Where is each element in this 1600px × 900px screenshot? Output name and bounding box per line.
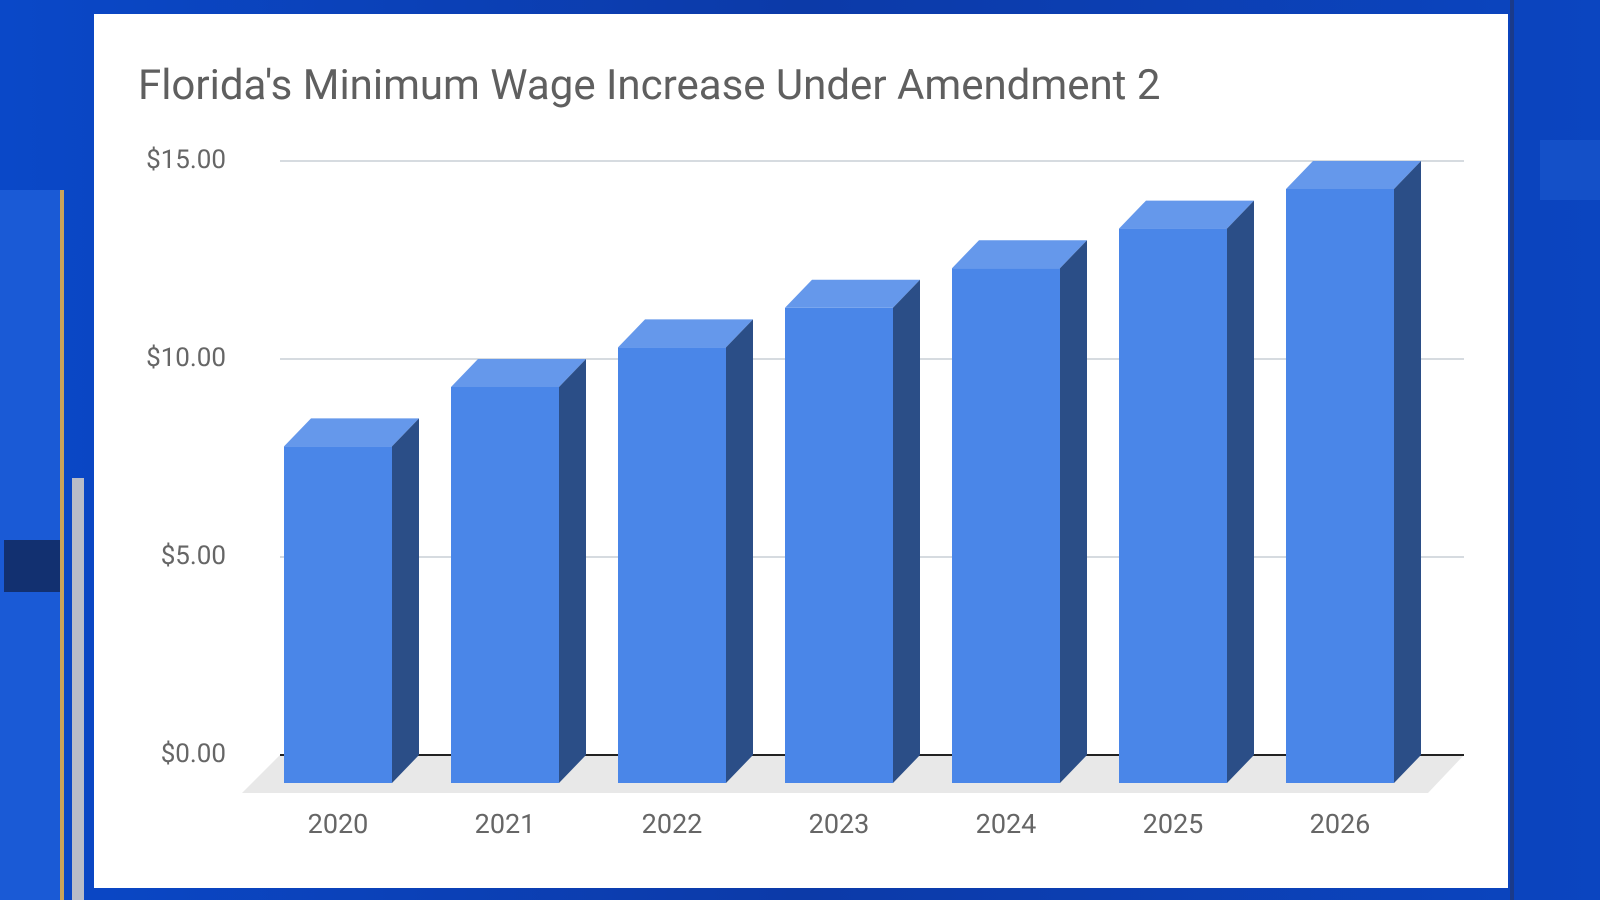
y-tick-label: $0.00 (161, 739, 226, 769)
bar-front (284, 446, 392, 783)
bar-side (559, 359, 586, 783)
x-tick-label: 2022 (642, 808, 703, 840)
bar-side (392, 418, 419, 783)
x-tick-label: 2026 (1310, 808, 1371, 840)
bar-front (451, 387, 559, 783)
background-block (1540, 140, 1600, 200)
y-tick-label: $15.00 (146, 145, 226, 175)
bar-front (618, 347, 726, 783)
x-tick-label: 2020 (308, 808, 369, 840)
chart-title: Florida's Minimum Wage Increase Under Am… (138, 61, 1160, 110)
background-edge (60, 190, 64, 900)
bar-top (284, 418, 419, 447)
bar-side (726, 319, 753, 783)
background-block (4, 540, 60, 592)
bar-top (618, 319, 753, 348)
x-tick-label: 2025 (1143, 808, 1204, 840)
bar-top (451, 359, 586, 387)
x-tick-label: 2021 (475, 808, 536, 840)
bar-top (1119, 200, 1254, 229)
y-tick-label: $10.00 (146, 343, 226, 373)
background-edge (1510, 0, 1514, 900)
bar-front (785, 307, 893, 783)
bar-front (952, 268, 1060, 783)
background-edge (72, 478, 84, 900)
bar-front (1286, 189, 1394, 783)
bar-side (1060, 240, 1087, 783)
bar-side (1227, 200, 1254, 784)
bar-top (1286, 161, 1421, 189)
bar-side (1394, 161, 1421, 783)
bar-top (952, 240, 1087, 269)
y-tick-label: $5.00 (161, 541, 226, 571)
x-tick-label: 2023 (809, 808, 870, 840)
x-tick-label: 2024 (976, 808, 1037, 840)
bar-side (893, 279, 920, 783)
bar-front (1119, 228, 1227, 784)
bar-top (785, 279, 920, 308)
